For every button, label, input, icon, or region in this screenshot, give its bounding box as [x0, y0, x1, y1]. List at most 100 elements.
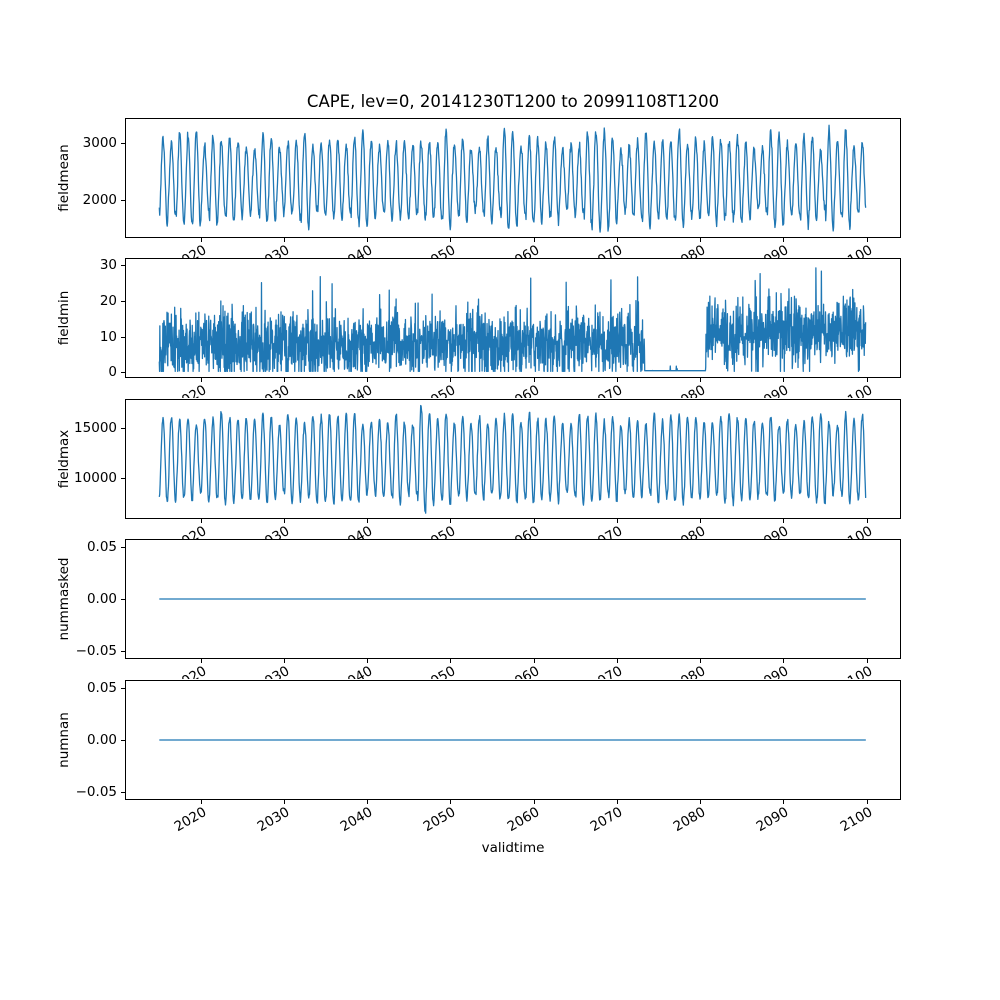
- x-tick-label-fragments: 2020 2030 2040 2050 2060 2070 2080 2090 2100: [125, 239, 901, 258]
- data-line-nummasked: [159, 598, 866, 600]
- x-tick-mark: [533, 238, 535, 242]
- x-tick-label: 2090: [753, 242, 792, 258]
- x-tick-mark: [200, 519, 202, 523]
- x-tick-mark: [783, 659, 785, 663]
- x-tick-label: 2050: [420, 242, 459, 258]
- y-axis-label-fieldmean: fieldmean: [56, 144, 72, 212]
- series-polyline: [158, 124, 867, 233]
- x-tick-label: 2030: [254, 804, 293, 836]
- y-tick-mark: [121, 337, 125, 338]
- plot-area-nummasked: [125, 539, 901, 659]
- x-tick-label: 2060: [504, 382, 542, 398]
- x-tick-mark: [533, 378, 535, 382]
- x-tick-mark: [200, 238, 202, 242]
- x-tick-mark: [866, 238, 868, 242]
- x-tick-mark: [367, 519, 368, 523]
- x-tick-label-fragments: 2020 2030 2040 2050 2060 2070 2080 2090 2100: [125, 660, 901, 679]
- x-tick-mark: [866, 378, 868, 382]
- x-tick-label: 2040: [337, 804, 376, 836]
- plot-area-numnan: [125, 680, 901, 800]
- y-tick-label: 2000: [82, 192, 117, 208]
- y-tick-mark: [121, 651, 125, 652]
- x-tick-mark: [533, 800, 535, 804]
- x-tick-label: 2100: [837, 382, 875, 398]
- y-tick-label: −0.05: [75, 784, 117, 800]
- y-tick-label: 10: [99, 329, 117, 345]
- x-tick-label-fragments: 2020 2030 2040 2050 2060 2070 2080 2090 2100: [125, 520, 901, 539]
- x-tick-mark: [283, 659, 285, 663]
- x-tick-label: 2070: [587, 804, 626, 836]
- y-tick-label: 0.05: [86, 680, 117, 696]
- x-tick-mark: [783, 238, 785, 242]
- subplot-fieldmin: fieldmin 2020 2030 2040 2050 2060 2070 2080 209…: [0, 257, 1000, 398]
- x-tick-label: 2030: [254, 382, 293, 398]
- x-tick-label: 2040: [337, 242, 376, 258]
- x-tick-mark: [616, 519, 618, 523]
- y-tick-label: −0.05: [75, 643, 117, 659]
- x-tick-label: 2070: [587, 382, 626, 398]
- x-axis-title: validtime: [481, 840, 545, 856]
- x-tick-label: 2090: [753, 663, 792, 679]
- x-tick-mark: [866, 659, 868, 663]
- x-tick-label: 2070: [587, 523, 626, 539]
- x-tick-label: 2090: [753, 382, 792, 398]
- plot-area-fieldmax: [125, 399, 901, 519]
- y-tick-label: 0.00: [86, 591, 117, 607]
- subplot-nummasked: nummasked 2020 2030 2040 2050 2060 2070 2080 20…: [0, 539, 1000, 679]
- y-axis-label-numnan: numnan: [56, 712, 72, 768]
- y-tick-mark: [121, 740, 125, 741]
- x-tick-mark: [700, 238, 701, 242]
- x-tick-mark: [200, 378, 202, 382]
- x-tick-mark: [616, 378, 618, 382]
- x-tick-mark: [283, 519, 285, 523]
- x-tick-mark: [283, 800, 285, 804]
- x-tick-label: 2050: [420, 382, 459, 398]
- x-tick-mark: [367, 378, 368, 382]
- plot-area-fieldmean: [125, 118, 901, 238]
- x-tick-label: 2050: [420, 663, 459, 679]
- x-tick-mark: [283, 378, 285, 382]
- data-line-fieldmean: [158, 124, 867, 233]
- y-tick-label: 3000: [82, 135, 117, 151]
- y-axis-label-fieldmin: fieldmin: [56, 290, 72, 346]
- x-tick-label: 2080: [670, 523, 709, 539]
- x-tick-mark: [283, 238, 285, 242]
- x-tick-label: 2080: [670, 242, 709, 258]
- y-tick-mark: [121, 599, 125, 600]
- x-tick-label: 2020: [171, 804, 209, 836]
- x-tick-label: 2020: [171, 382, 209, 398]
- y-tick-label: 20: [99, 293, 117, 309]
- x-tick-mark: [783, 378, 785, 382]
- x-tick-label: 2070: [587, 663, 626, 679]
- x-tick-label: 2060: [504, 242, 542, 258]
- x-tick-mark: [700, 519, 701, 523]
- x-tick-mark: [450, 659, 452, 663]
- x-tick-mark: [783, 519, 785, 523]
- x-tick-mark: [700, 659, 701, 663]
- x-tick-label-fragments: 2020 2030 2040 2050 2060 2070 2080 2090 2100: [125, 379, 901, 398]
- data-line-numnan: [159, 739, 866, 741]
- y-tick-label: 0.05: [86, 539, 117, 555]
- y-tick-mark: [121, 143, 125, 144]
- x-tick-label: 2080: [670, 804, 709, 836]
- x-tick-label: 2030: [254, 523, 293, 539]
- x-tick-label: 2060: [504, 523, 542, 539]
- x-tick-label: 2040: [337, 382, 376, 398]
- x-tick-label: 2020: [171, 242, 209, 258]
- x-tick-mark: [450, 378, 452, 382]
- x-tick-label: 2080: [670, 382, 709, 398]
- series-polyline: [158, 267, 867, 373]
- x-tick-mark: [700, 800, 701, 804]
- y-tick-label: 0.00: [86, 732, 117, 748]
- y-tick-label: 30: [99, 257, 117, 273]
- x-tick-mark: [367, 800, 368, 804]
- chart-title: CAPE, lev=0, 20141230T1200 to 20991108T1…: [306, 92, 720, 111]
- series-polyline: [158, 404, 867, 514]
- y-axis-label-nummasked: nummasked: [56, 557, 72, 641]
- y-tick-mark: [121, 688, 125, 689]
- y-tick-mark: [121, 547, 125, 548]
- x-tick-mark: [450, 800, 452, 804]
- x-tick-label: 2030: [254, 663, 293, 679]
- x-tick-label: 2070: [587, 242, 626, 258]
